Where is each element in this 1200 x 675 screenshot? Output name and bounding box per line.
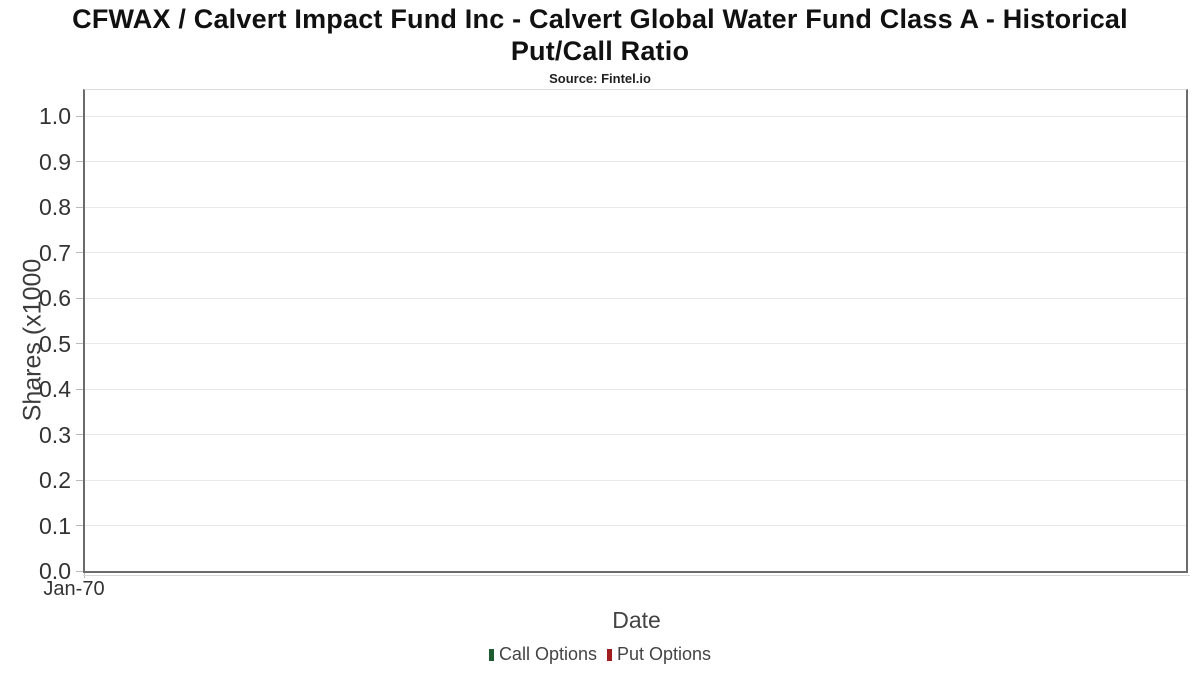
gridline xyxy=(85,388,1186,390)
x-tick-label: Jan-70 xyxy=(43,578,105,600)
chart-title-line2: Put/Call Ratio xyxy=(510,36,690,66)
y-tick xyxy=(76,525,83,526)
x-axis-title: Date xyxy=(612,607,661,633)
legend-item-put-options[interactable]: Put Options xyxy=(606,644,712,665)
call-options-legend-marker-icon xyxy=(488,648,494,661)
y-tick xyxy=(76,252,83,253)
y-tick-label: 0.0 xyxy=(39,558,71,584)
legend: Call Options Put Options xyxy=(0,644,1200,665)
y-tick xyxy=(76,161,83,162)
gridline xyxy=(85,343,1186,344)
gridline xyxy=(85,115,1186,117)
y-tick-label: 0.4 xyxy=(39,376,71,402)
y-tick-label: 0.5 xyxy=(39,330,71,357)
y-tick-label: 0.7 xyxy=(39,239,71,266)
y-tick-label: 0.3 xyxy=(39,421,71,448)
y-tick xyxy=(76,434,83,435)
y-tick-label: 0.1 xyxy=(39,512,71,539)
y-tick xyxy=(76,297,83,299)
gridline xyxy=(85,434,1186,435)
y-tick-label: 0.6 xyxy=(39,285,71,311)
y-tick xyxy=(76,343,83,344)
y-tick xyxy=(76,479,83,481)
y-tick-label: 0.9 xyxy=(39,148,71,175)
legend-label-put-options: Put Options xyxy=(616,644,712,664)
gridline xyxy=(85,479,1186,481)
title-block: CFWAX / Calvert Impact Fund Inc - Calver… xyxy=(0,3,1200,86)
y-tick xyxy=(76,206,83,208)
x-axis-baseline-shadow xyxy=(83,575,1190,576)
gridline xyxy=(85,525,1186,526)
y-tick-label: 1.0 xyxy=(39,103,71,129)
chart-title-line1: CFWAX / Calvert Impact Fund Inc - Calver… xyxy=(72,4,1128,34)
gridline xyxy=(85,206,1186,208)
legend-item-call-options[interactable]: Call Options xyxy=(488,644,597,665)
gridline xyxy=(85,161,1186,162)
chart-title: CFWAX / Calvert Impact Fund Inc - Calver… xyxy=(0,3,1200,67)
y-tick-label: 0.2 xyxy=(39,467,71,493)
y-tick xyxy=(76,115,83,117)
legend-label-call-options: Call Options xyxy=(498,644,597,664)
chart-subtitle: Source: Fintel.io xyxy=(549,71,651,86)
y-tick xyxy=(76,388,83,390)
put-options-legend-marker-icon xyxy=(606,648,612,661)
y-tick-label: 0.8 xyxy=(39,194,71,220)
gridline xyxy=(85,252,1186,253)
y-tick xyxy=(76,570,83,572)
gridline xyxy=(85,297,1186,299)
plot-area: 0.0 0.1 0.2 0.3 0.4 0.5 0.6 0.7 0.8 0.9 1.0 xyxy=(39,89,1188,584)
